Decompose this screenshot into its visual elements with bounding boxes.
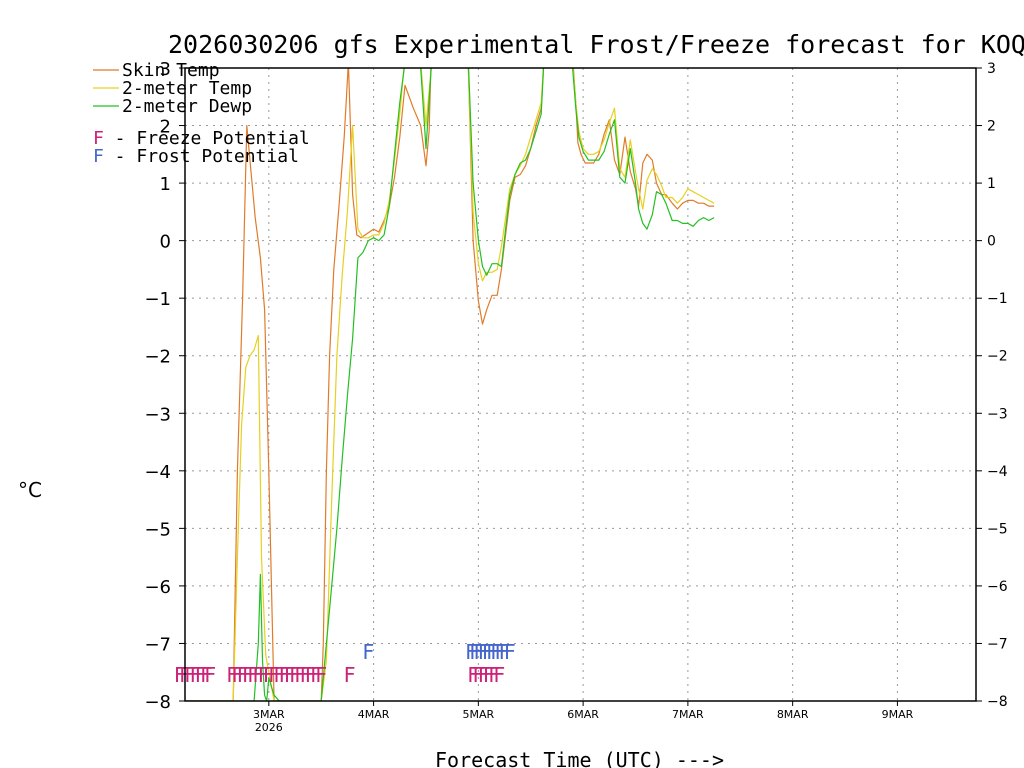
freeze-flag: F bbox=[231, 663, 243, 687]
frost-flag: F bbox=[478, 640, 490, 664]
freeze-flag: F bbox=[174, 663, 186, 687]
legend-flag-freeze: F - Freeze Potential bbox=[93, 128, 310, 149]
y-axis-label: °C bbox=[18, 478, 42, 502]
frost-flag: F bbox=[482, 640, 494, 664]
legend-label-t2m: 2-meter Temp bbox=[122, 78, 252, 99]
y-tick-label-right: −5 bbox=[987, 521, 1008, 537]
y-axis-right: −8 −7 −6 −5 −4 −3 −2 −1 0 1 2 3 bbox=[976, 61, 1008, 710]
series-line-skin bbox=[185, 68, 715, 701]
frost-flag: F bbox=[504, 640, 516, 664]
y-tick-label-left: −1 bbox=[144, 289, 171, 310]
freeze-flag: F bbox=[189, 663, 201, 687]
y-tick-label-right: −4 bbox=[987, 464, 1008, 480]
y-tick-label-right: −2 bbox=[987, 349, 1008, 365]
y-tick-label-right: −8 bbox=[987, 694, 1008, 710]
y-tick-label-left: −7 bbox=[144, 634, 171, 655]
freeze-flag: F bbox=[184, 663, 196, 687]
y-tick-label-right: −3 bbox=[987, 406, 1008, 422]
x-tick-label: 3MAR bbox=[253, 708, 285, 721]
freeze-flag: F bbox=[343, 663, 355, 687]
x-tick-label: 4MAR bbox=[358, 708, 390, 721]
y-tick-label-left: −5 bbox=[144, 519, 171, 540]
freeze-flag: F bbox=[204, 663, 216, 687]
legend-flag-text: - Frost Potential bbox=[104, 146, 299, 167]
freeze-flag: F bbox=[252, 663, 264, 687]
frost-flag: F bbox=[469, 640, 481, 664]
x-tick-label: 5MAR bbox=[463, 708, 495, 721]
x-tick-label: 9MAR bbox=[882, 708, 914, 721]
freeze-flag: F bbox=[310, 663, 322, 687]
x-axis-label: Forecast Time (UTC) ---> bbox=[435, 748, 724, 768]
freeze-flag: F bbox=[195, 663, 207, 687]
freeze-flag: F bbox=[247, 663, 259, 687]
frost-flag: F bbox=[498, 640, 510, 664]
frost-flag: F bbox=[362, 640, 374, 664]
y-tick-label-right: 1 bbox=[987, 176, 996, 192]
y-tick-label-left: −3 bbox=[144, 404, 171, 425]
frost-flag: F bbox=[490, 640, 502, 664]
freeze-flag: F bbox=[294, 663, 306, 687]
y-tick-label-right: −7 bbox=[987, 636, 1008, 652]
freeze-flag: F bbox=[237, 663, 249, 687]
grid-lines bbox=[185, 68, 976, 701]
y-tick-label-right: −1 bbox=[987, 291, 1008, 307]
y-tick-label-right: 3 bbox=[987, 61, 996, 77]
legend-flag-symbol: F bbox=[93, 146, 104, 167]
freeze-flag: F bbox=[200, 663, 212, 687]
legend-flag-frost: F - Frost Potential bbox=[93, 146, 299, 167]
series-lines bbox=[185, 68, 715, 701]
x-tick-year-label: 2026 bbox=[255, 721, 283, 734]
y-tick-label-left: 1 bbox=[160, 174, 171, 195]
freeze-flag: F bbox=[273, 663, 285, 687]
x-tick-label: 7MAR bbox=[672, 708, 704, 721]
freeze-flag: F bbox=[478, 663, 490, 687]
y-tick-label-left: −2 bbox=[144, 347, 171, 368]
y-tick-label-left: 0 bbox=[160, 232, 171, 253]
freeze-flag: F bbox=[472, 663, 484, 687]
freeze-flag: F bbox=[305, 663, 317, 687]
y-tick-label-left: 3 bbox=[160, 59, 171, 80]
freeze-flag: F bbox=[488, 663, 500, 687]
freeze-flag: F bbox=[299, 663, 311, 687]
frost-flag: F bbox=[473, 640, 485, 664]
y-tick-label-left: −8 bbox=[144, 692, 171, 713]
x-tick-label: 6MAR bbox=[567, 708, 599, 721]
legend-label-dewp: 2-meter Dewp bbox=[122, 96, 252, 117]
freeze-flag: F bbox=[284, 663, 296, 687]
y-tick-label-left: −6 bbox=[144, 577, 171, 598]
y-tick-label-left: 2 bbox=[160, 117, 171, 138]
y-tick-label-left: −4 bbox=[144, 462, 171, 483]
freeze-flag: F bbox=[242, 663, 254, 687]
freeze-flag: F bbox=[493, 663, 505, 687]
y-tick-label-right: −6 bbox=[987, 579, 1008, 595]
freeze-flag: F bbox=[467, 663, 479, 687]
frost-flag: F bbox=[486, 640, 498, 664]
series-line-t2m bbox=[185, 68, 715, 701]
freeze-flag: F bbox=[289, 663, 301, 687]
chart-title: 2026030206 gfs Experimental Frost/Freeze… bbox=[168, 30, 1024, 59]
legend-label-skin: Skin Temp bbox=[122, 60, 220, 81]
legend-flag-text: - Freeze Potential bbox=[104, 128, 310, 149]
y-axis-left: −8 −7 −6 −5 −4 −3 −2 −1 0 1 2 3 bbox=[144, 59, 185, 713]
freeze-flag: F bbox=[315, 663, 327, 687]
freeze-flag: F bbox=[483, 663, 495, 687]
y-tick-label-right: 2 bbox=[987, 119, 996, 135]
freeze-flag: F bbox=[263, 663, 275, 687]
freeze-flag: F bbox=[268, 663, 280, 687]
series-line-dewp bbox=[185, 68, 715, 701]
plot-frame bbox=[184, 67, 977, 702]
freeze-flag: F bbox=[278, 663, 290, 687]
x-tick-label: 8MAR bbox=[777, 708, 809, 721]
y-tick-label-right: 0 bbox=[987, 234, 996, 250]
frost-flag: F bbox=[494, 640, 506, 664]
legend-flag-symbol: F bbox=[93, 128, 104, 149]
freeze-flag: F bbox=[226, 663, 238, 687]
freeze-flag: F bbox=[258, 663, 270, 687]
frost-flag: F bbox=[465, 640, 477, 664]
